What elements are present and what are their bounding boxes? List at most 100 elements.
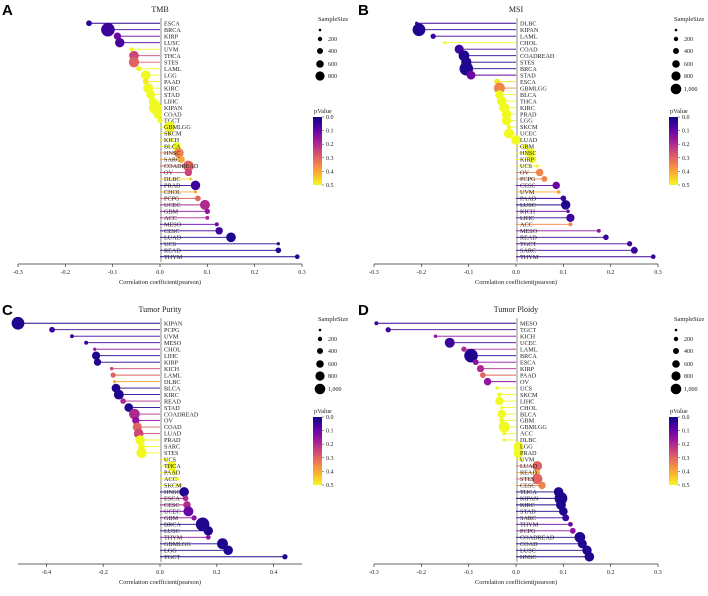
lollipop-point bbox=[135, 435, 145, 445]
x-tick-label: -0.2 bbox=[417, 570, 427, 576]
lollipop-point bbox=[84, 340, 89, 345]
size-legend-label: 200 bbox=[684, 37, 693, 43]
x-axis-title: Correlation coefficient(pearson) bbox=[119, 579, 201, 586]
lollipop-point bbox=[177, 155, 185, 163]
lollipop-point bbox=[577, 539, 587, 549]
lollipop-point bbox=[174, 148, 184, 158]
lollipop-point bbox=[276, 242, 280, 246]
category-label: MESO bbox=[164, 340, 182, 347]
category-label: SARC bbox=[520, 515, 536, 522]
x-tick-label: 0.0 bbox=[156, 570, 164, 576]
lollipop-point bbox=[146, 90, 155, 99]
category-label: MESO bbox=[520, 320, 538, 327]
panel-letter: D bbox=[358, 302, 369, 319]
category-label: TGCT bbox=[520, 241, 536, 248]
category-label: UVM bbox=[520, 457, 535, 464]
lollipop-point bbox=[136, 447, 147, 459]
size-legend-dot bbox=[670, 83, 682, 95]
colorbar-label: 0.3 bbox=[326, 156, 334, 162]
lollipop-point bbox=[153, 109, 163, 119]
size-legend-dot bbox=[673, 36, 679, 42]
size-legend-label: 400 bbox=[328, 49, 337, 55]
panel-title: TMB bbox=[151, 5, 168, 14]
lollipop-point bbox=[560, 195, 567, 202]
lollipop-point bbox=[498, 421, 510, 433]
colorbar-label: 0.5 bbox=[326, 483, 334, 489]
size-legend-dot bbox=[674, 28, 678, 32]
category-label: LUAD bbox=[520, 463, 538, 470]
category-label: SARC bbox=[520, 247, 536, 254]
category-label: BRCA bbox=[164, 27, 181, 34]
lollipop-point bbox=[495, 396, 504, 406]
category-label: KIRP bbox=[164, 33, 179, 40]
x-tick-label: 0.2 bbox=[607, 570, 615, 576]
category-label: PCPG bbox=[164, 196, 180, 203]
colorbar-label: 0.0 bbox=[682, 115, 690, 121]
category-label: HNSC bbox=[520, 150, 537, 157]
lollipop-point bbox=[566, 213, 575, 222]
size-legend-label: 400 bbox=[328, 349, 337, 355]
x-tick-label: 0.4 bbox=[270, 570, 278, 576]
colorbar-label: 0.5 bbox=[682, 483, 690, 489]
category-label: THCA bbox=[164, 53, 181, 60]
category-label: SKCM bbox=[164, 483, 182, 490]
category-label: COADREAD bbox=[164, 163, 199, 170]
colorbar-label: 0.3 bbox=[326, 456, 334, 462]
category-label: SARC bbox=[164, 157, 180, 164]
lollipop-point bbox=[430, 33, 436, 39]
size-legend-dot bbox=[317, 36, 323, 42]
colorbar-label: 0.1 bbox=[682, 129, 690, 135]
lollipop-point bbox=[194, 195, 201, 202]
lollipop-point bbox=[584, 551, 595, 562]
category-label: OV bbox=[520, 379, 529, 386]
lollipop-point bbox=[502, 438, 506, 442]
category-label: UCS bbox=[164, 457, 177, 464]
x-tick-label: 0.1 bbox=[560, 270, 568, 276]
category-label: STAD bbox=[164, 405, 180, 412]
panel-title: Tumor Purity bbox=[138, 305, 181, 314]
color-legend-title: pValue bbox=[670, 408, 688, 415]
category-label: HNSC bbox=[520, 554, 537, 561]
category-label: CHOL bbox=[164, 189, 181, 196]
size-legend-dot bbox=[314, 383, 326, 395]
category-label: ACC bbox=[520, 222, 533, 229]
size-legend-label: 1,000 bbox=[684, 87, 698, 93]
category-label: KIRC bbox=[520, 502, 535, 509]
category-label: DLBC bbox=[520, 20, 537, 27]
lollipop-point bbox=[479, 372, 486, 379]
category-label: LAML bbox=[520, 33, 538, 40]
category-label: ACC bbox=[164, 215, 177, 222]
lollipop-point bbox=[528, 155, 537, 164]
category-label: COAD bbox=[164, 111, 182, 118]
category-label: PCPG bbox=[520, 176, 536, 183]
panel-title: Tumor Ploidy bbox=[494, 305, 538, 314]
lollipop-point bbox=[183, 506, 194, 517]
lollipop-point bbox=[476, 364, 485, 373]
category-label: GBM bbox=[520, 144, 535, 151]
category-label: OV bbox=[164, 170, 173, 177]
size-legend-label: 400 bbox=[684, 349, 693, 355]
lollipop-point bbox=[157, 117, 163, 124]
category-label: STES bbox=[164, 450, 179, 457]
lollipop-point bbox=[535, 168, 544, 177]
category-label: PRAD bbox=[520, 450, 537, 457]
lollipop-point bbox=[129, 408, 140, 420]
lollipop-point bbox=[562, 514, 570, 522]
category-label: KICH bbox=[164, 137, 180, 144]
lollipop-point bbox=[91, 351, 101, 360]
x-tick-label: 0.0 bbox=[512, 270, 520, 276]
colorbar-label: 0.3 bbox=[682, 456, 690, 462]
category-label: ACC bbox=[164, 476, 177, 483]
panel-letter: A bbox=[2, 2, 13, 19]
category-label: ESCA bbox=[520, 79, 536, 86]
category-label: OV bbox=[164, 418, 173, 425]
x-tick-label: 0.3 bbox=[298, 270, 306, 276]
x-tick-label: 0.2 bbox=[251, 270, 259, 276]
colorbar-label: 0.4 bbox=[682, 469, 690, 475]
lollipop-point bbox=[142, 78, 149, 85]
category-label: READ bbox=[164, 398, 181, 405]
lollipop-point bbox=[177, 483, 183, 488]
lollipop-point bbox=[294, 254, 300, 260]
x-tick-label: -0.4 bbox=[42, 570, 52, 576]
lollipop-point bbox=[497, 392, 502, 397]
